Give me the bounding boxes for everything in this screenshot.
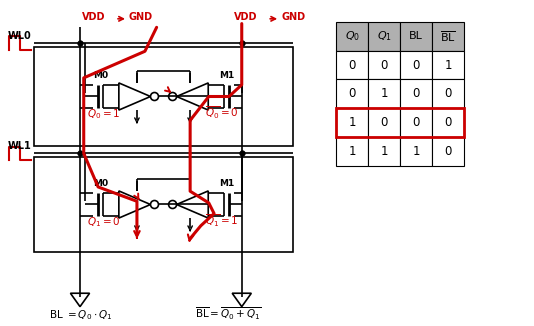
Text: GND: GND	[281, 12, 305, 22]
Text: $Q_1$: $Q_1$	[377, 29, 392, 43]
Text: GND: GND	[129, 12, 153, 22]
Bar	[400, 137, 432, 166]
Text: 0: 0	[444, 116, 452, 129]
Bar	[400, 80, 432, 108]
Text: 0: 0	[381, 116, 388, 129]
Text: M1: M1	[219, 71, 234, 80]
Bar	[432, 22, 464, 51]
Bar	[368, 51, 400, 80]
Bar	[368, 137, 400, 166]
Text: 0: 0	[349, 87, 356, 100]
Bar	[336, 80, 368, 108]
Bar	[336, 108, 464, 137]
Text: 1: 1	[349, 116, 356, 129]
Bar	[400, 51, 432, 80]
Bar	[432, 137, 464, 166]
Bar	[400, 108, 432, 137]
Text: 1: 1	[444, 59, 452, 72]
Text: 0: 0	[413, 116, 420, 129]
Text: 0: 0	[444, 145, 452, 158]
Text: 1: 1	[349, 145, 356, 158]
Text: M0: M0	[93, 71, 108, 80]
Text: $\overline{Q_0} = 0$: $\overline{Q_0} = 0$	[205, 104, 238, 121]
Text: $\overline{\mathrm{BL}}$: $\overline{\mathrm{BL}}$	[440, 29, 456, 44]
Text: $\overline{Q_1} = 1$: $\overline{Q_1} = 1$	[205, 212, 238, 229]
Text: 0: 0	[444, 87, 452, 100]
Text: 0: 0	[349, 59, 356, 72]
Text: 0: 0	[413, 59, 420, 72]
Bar	[336, 22, 368, 51]
Text: 0: 0	[413, 87, 420, 100]
Bar	[336, 137, 368, 166]
Bar	[336, 51, 368, 80]
Text: BL $= Q_0 \cdot Q_1$: BL $= Q_0 \cdot Q_1$	[49, 308, 113, 322]
Bar	[336, 108, 368, 137]
Text: 0: 0	[381, 59, 388, 72]
Bar	[34, 156, 293, 252]
Text: $Q_0 = 1$: $Q_0 = 1$	[88, 107, 121, 121]
Bar	[34, 47, 293, 146]
Text: $Q_0$: $Q_0$	[345, 29, 360, 43]
Bar	[368, 80, 400, 108]
Text: M1: M1	[219, 179, 234, 188]
Bar	[432, 80, 464, 108]
Text: $Q_1 = 0$: $Q_1 = 0$	[88, 215, 121, 229]
Text: 1: 1	[381, 87, 388, 100]
Bar	[368, 22, 400, 51]
Text: M0: M0	[93, 179, 108, 188]
Text: BL: BL	[410, 31, 423, 41]
Bar	[432, 108, 464, 137]
Bar	[400, 22, 432, 51]
Text: $\overline{\mathrm{BL}} = \overline{Q_0+Q_1}$: $\overline{\mathrm{BL}} = \overline{Q_0+…	[195, 306, 262, 322]
Text: WL0: WL0	[7, 31, 31, 41]
Text: VDD: VDD	[82, 12, 106, 22]
Text: VDD: VDD	[234, 12, 258, 22]
Bar	[432, 51, 464, 80]
Text: 1: 1	[412, 145, 420, 158]
Bar	[368, 108, 400, 137]
Text: WL1: WL1	[7, 141, 31, 151]
Text: 1: 1	[381, 145, 388, 158]
